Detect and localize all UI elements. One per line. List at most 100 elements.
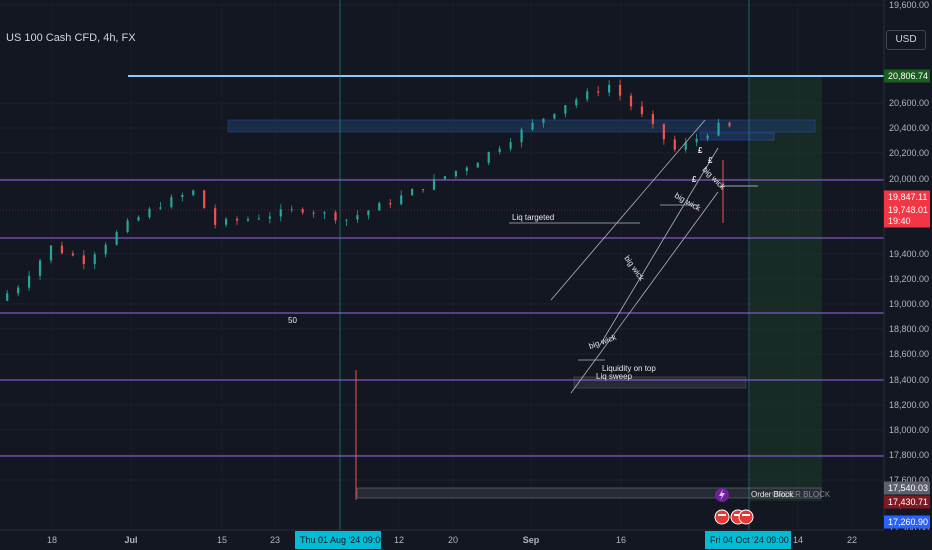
candle-body — [378, 202, 381, 211]
trend-drawings — [509, 119, 719, 394]
price-tag-label: 19,847.11 — [888, 192, 927, 202]
time-tag-label: Thu 01 Aug '24 09:00 — [300, 535, 385, 545]
candle-body — [553, 113, 556, 119]
candle-body — [684, 142, 687, 150]
candle-body — [476, 162, 479, 168]
time-tag-bg — [295, 531, 381, 549]
y-tick-label: 19,200.00 — [889, 274, 929, 284]
candle-body — [465, 167, 468, 171]
lightning-glyph-icon — [719, 489, 725, 501]
price-tag-label: 17,540.03 — [888, 483, 928, 493]
y-tick-label: 20,200.00 — [889, 148, 929, 158]
price-tag-label: 17,260.90 — [888, 517, 928, 527]
annotation-fifty: 50 — [288, 316, 297, 325]
candle-body — [345, 219, 348, 221]
candle-body — [192, 190, 195, 195]
candle-body — [618, 84, 622, 96]
candle-body — [586, 91, 589, 100]
channel-upper-line — [550, 119, 706, 301]
candle-body — [717, 122, 720, 136]
candle-body — [520, 129, 523, 143]
candle-body — [137, 217, 140, 221]
candle-body — [115, 231, 118, 245]
candle-body — [531, 122, 534, 130]
candle-body — [487, 152, 490, 163]
symbol-title: US 100 Cash CFD, 4h, FX — [6, 32, 136, 44]
candle-body — [673, 139, 676, 150]
candle-body — [6, 293, 9, 301]
candle-body — [640, 106, 644, 115]
candle-body — [27, 275, 31, 288]
annotation-order-block-faded: ORDER BLOCK — [772, 490, 831, 499]
y-tick-label: 20,400.00 — [889, 123, 929, 133]
y-tick-label: 18,200.00 — [889, 400, 929, 410]
annotation-pound-1: £ — [698, 146, 703, 155]
time-axis[interactable] — [0, 530, 932, 550]
candle-body — [432, 179, 436, 190]
price-tag-label: 17,430.71 — [888, 497, 928, 507]
candle-body — [104, 244, 107, 255]
price-tag-bg — [884, 481, 930, 495]
y-tick-label: 17,600.00 — [889, 475, 929, 485]
annotation-pound-3: £ — [692, 175, 697, 184]
channel-lower-line — [570, 191, 719, 394]
candle-body — [268, 216, 271, 219]
y-tick-label: 20,600.00 — [889, 98, 929, 108]
horizontal-levels — [0, 75, 884, 457]
candle-body — [279, 209, 282, 217]
candle-body — [498, 148, 501, 153]
candle-body — [49, 245, 53, 261]
candle-body — [159, 207, 162, 209]
candle-body — [126, 220, 129, 232]
price-tag-label: 20,806.74 — [888, 71, 928, 81]
x-tick-label: 16 — [616, 535, 626, 545]
x-axis-ticks: 18 Jul 15 23 12 20 Sep 16 14 22 — [47, 535, 857, 545]
candle-body — [323, 212, 326, 214]
candle-body — [246, 218, 250, 221]
candle-body — [93, 254, 96, 264]
candle-body — [443, 176, 447, 180]
candle-body — [400, 195, 403, 205]
candle-body — [148, 208, 151, 218]
y-tick-label: 20,000.00 — [889, 174, 929, 184]
candle-body — [389, 202, 392, 205]
price-tag-bg — [884, 495, 930, 509]
candle-body — [575, 99, 578, 106]
candle-body — [509, 142, 512, 149]
candlestick-series — [6, 79, 731, 500]
candle-body — [17, 287, 20, 294]
liquidity-sweep-box — [573, 376, 747, 389]
y-tick-label: 18,800.00 — [889, 324, 929, 334]
us-flag-stripe-icon — [734, 514, 742, 516]
candle-body — [82, 255, 85, 264]
candle-body — [312, 212, 315, 214]
time-tag-label: Fri 04 Oct '24 09:00 — [710, 535, 789, 545]
candle-body — [651, 114, 654, 124]
candle-body — [290, 209, 293, 211]
candle-body — [235, 218, 239, 221]
candle-body — [662, 123, 665, 140]
zone-boxes — [227, 119, 822, 499]
candle-body — [695, 138, 698, 143]
price-tag-bg — [884, 69, 930, 83]
candle-body — [421, 189, 425, 191]
annotation-liq-targeted: Liq targeted — [512, 213, 554, 222]
price-tag-bg — [884, 214, 930, 228]
candle-body — [301, 209, 304, 213]
annotation-liq-sweep: Liq sweep — [596, 372, 633, 381]
channel-mid-line — [599, 147, 719, 346]
candle-body — [170, 197, 173, 208]
candle-body — [728, 122, 731, 127]
y-tick-label: 18,400.00 — [889, 375, 929, 385]
candle-body — [411, 189, 414, 196]
currency-button[interactable]: USD — [886, 30, 926, 50]
us-flag-stripe-icon — [742, 514, 750, 516]
price-axis[interactable] — [884, 0, 932, 530]
x-tick-label: Sep — [523, 535, 540, 545]
price-tag-bg — [884, 515, 930, 529]
time-tags: Thu 01 Aug '24 09:00 Fri 04 Oct '24 09:00 — [295, 531, 791, 549]
crosshair-lines — [339, 0, 750, 530]
projection-zone — [750, 76, 822, 501]
